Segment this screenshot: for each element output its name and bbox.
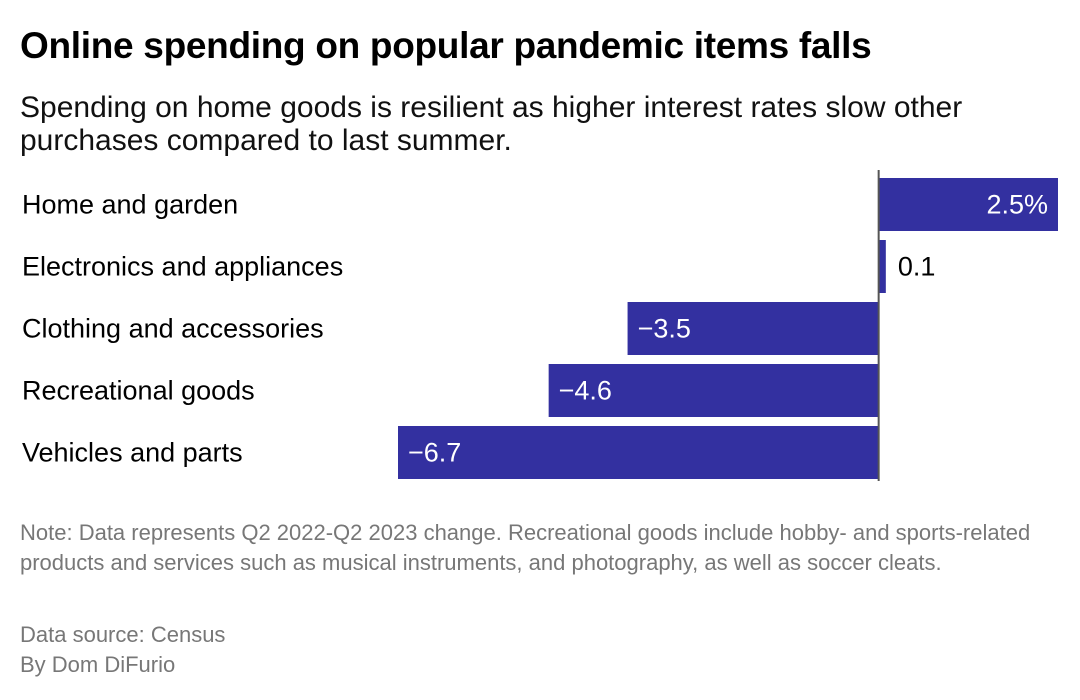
- bar: [878, 240, 886, 293]
- bar: [878, 178, 1058, 231]
- value-label: −4.6: [559, 376, 612, 406]
- category-label: Home and garden: [22, 190, 238, 220]
- bar-chart-svg: Home and garden 2.5% Electronics and appli…: [22, 170, 1058, 481]
- data-source: Data source: Census: [20, 622, 226, 647]
- category-label: Recreational goods: [22, 376, 255, 406]
- category-label: Vehicles and parts: [22, 438, 243, 468]
- category-label: Electronics and appliances: [22, 252, 343, 282]
- bar: [398, 426, 879, 479]
- chart-note: Note: Data represents Q2 2022-Q2 2023 ch…: [20, 520, 1031, 575]
- value-label: 2.5%: [986, 190, 1048, 220]
- value-label: 0.1: [898, 252, 936, 282]
- category-label: Clothing and accessories: [22, 314, 324, 344]
- chart-title: Online spending on popular pandemic item…: [20, 25, 872, 66]
- bar: [548, 364, 879, 417]
- chart-subtitle: Spending on home goods is resilient as h…: [20, 91, 963, 157]
- byline: By Dom DiFurio: [20, 652, 176, 677]
- value-label: −3.5: [638, 314, 691, 344]
- bar-chart: Home and garden 2.5% Electronics and appli…: [0, 170, 1080, 490]
- bar: [627, 302, 879, 355]
- value-label: −6.7: [408, 438, 461, 468]
